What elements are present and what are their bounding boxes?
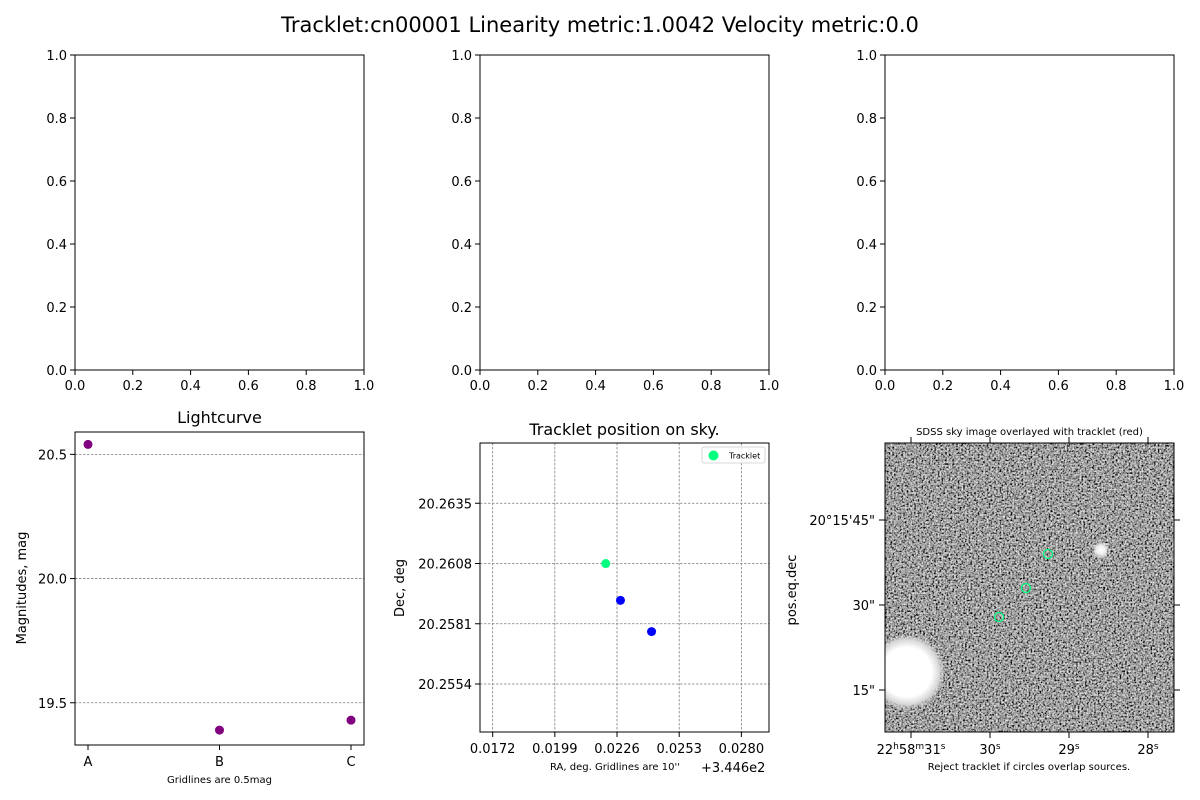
y-tick-label: 0.8 (451, 112, 472, 127)
y-tick-label: 0.4 (451, 238, 472, 253)
lightcurve-x-label: Gridlines are 0.5mag (167, 775, 272, 786)
empty-axes-2: 0.00.0 0.2 0.2 0.4 0.4 0.6 0.6 0.8 0.8 1.0 1.0 (451, 49, 779, 394)
sky-position-x-label: RA, deg. Gridlines are 10'' (550, 762, 680, 773)
x-tick-label: 0.2 (527, 379, 548, 394)
small-star (1092, 541, 1110, 559)
sky-position-chart: Tracklet position on sky. 0.0172 0.0199 0.… (393, 420, 770, 776)
sky-position-x-tick: 0.0253 (656, 742, 702, 757)
lightcurve-point (215, 725, 224, 735)
y-tick-label: 0.6 (856, 175, 877, 190)
sky-position-legend: Tracklet (701, 446, 766, 464)
empty-axes-3: 0.00.0 0.2 0.2 0.4 0.4 0.6 0.6 0.8 0.8 1.0 1.0 (856, 49, 1184, 394)
sky-position-x-tick: 0.0199 (532, 742, 578, 757)
sky-position-x-tick: 0.0226 (594, 742, 640, 757)
sdss-image-title: SDSS sky image overlayed with tracklet (… (916, 427, 1143, 438)
axes-frame (479, 54, 770, 371)
sdss-x-tick: 22h58m31s (877, 742, 946, 758)
x-tick-label: 0.4 (990, 379, 1011, 394)
x-tick-label: 0.0 (65, 379, 86, 394)
y-tick-label: 0.8 (46, 112, 67, 127)
y-tick-label: 0.0 (451, 364, 472, 379)
sdss-x-tick: 28s (1137, 742, 1159, 758)
lightcurve-point (346, 715, 356, 725)
x-tick-label: 0.6 (238, 379, 259, 394)
y-tick-label: 0.4 (46, 238, 67, 253)
x-tick-label: 0.4 (180, 379, 201, 394)
sky-position-x-offset: +3.446e2 (701, 761, 765, 776)
x-tick-label: 1.0 (759, 379, 780, 394)
sky-position-y-tick: 20.2635 (418, 497, 472, 512)
y-tick-label: 0.2 (46, 301, 67, 316)
sky-position-point (647, 627, 657, 637)
y-tick-label: 1.0 (856, 49, 877, 64)
y-tick-label: 0.4 (856, 238, 877, 253)
y-tick-label: 0.6 (46, 175, 67, 190)
sdss-y-label: pos.eq.dec (785, 555, 800, 626)
sdss-y-tick: 15" (852, 684, 875, 699)
x-tick-label: 0.8 (701, 379, 722, 394)
sky-position-x-tick: 0.0280 (719, 742, 765, 757)
sdss-image-frame (884, 442, 1175, 733)
axes-frame (884, 54, 1175, 371)
sky-position-title: Tracklet position on sky. (528, 420, 719, 439)
sdss-footer: Reject tracklet if circles overlap sourc… (928, 762, 1130, 773)
sky-position-axes-frame (479, 442, 770, 733)
sdss-y-tick: 30" (852, 599, 875, 614)
x-tick-label: 0.0 (470, 379, 491, 394)
sdss-image-panel: SDSS sky image overlayed with tracklet (… (785, 427, 1180, 773)
lightcurve-x-tick: B (215, 755, 224, 770)
sky-position-y-label: Dec, deg (393, 559, 408, 617)
lightcurve-x-tick: A (84, 755, 93, 770)
tracklet-circle (1042, 548, 1054, 560)
sdss-y-tick: 20°15'45" (809, 514, 875, 529)
lightcurve-y-label: Magnitudes, mag (15, 532, 30, 645)
empty-axes-1: 0.00.0 0.2 0.2 0.4 0.4 0.6 0.6 0.8 0.8 1.0 1.0 (46, 49, 374, 394)
x-tick-label: 0.4 (585, 379, 606, 394)
sky-position-y-tick: 20.2554 (418, 678, 472, 693)
bright-star (885, 634, 945, 710)
x-tick-label: 0.8 (296, 379, 317, 394)
x-tick-label: 1.0 (1164, 379, 1185, 394)
x-tick-label: 1.0 (354, 379, 375, 394)
sky-position-point (601, 559, 611, 569)
y-tick-label: 0.6 (451, 175, 472, 190)
y-tick-label: 0.0 (46, 364, 67, 379)
sky-position-y-tick: 20.2608 (418, 558, 472, 573)
sky-position-point (615, 595, 625, 605)
lightcurve-y-tick: 20.0 (38, 573, 67, 588)
lightcurve-chart: Lightcurve 19.5 20.0 20.5 A B C Magnitudes, m… (15, 408, 365, 786)
figure-title: Tracklet:cn00001 Linearity metric:1.0042… (280, 13, 919, 37)
sdss-x-tick: 29s (1058, 742, 1080, 758)
y-tick-label: 0.0 (856, 364, 877, 379)
x-tick-label: 0.2 (932, 379, 953, 394)
tracklet-circle (993, 611, 1005, 623)
sky-position-y-tick: 20.2581 (418, 618, 472, 633)
legend-label: Tracklet (728, 452, 760, 461)
lightcurve-x-tick: C (346, 755, 355, 770)
x-tick-label: 0.8 (1106, 379, 1127, 394)
y-tick-label: 0.2 (451, 301, 472, 316)
lightcurve-point (83, 439, 93, 449)
x-tick-label: 0.0 (875, 379, 896, 394)
legend-marker (708, 450, 719, 461)
y-tick-label: 0.2 (856, 301, 877, 316)
x-tick-label: 0.2 (122, 379, 143, 394)
lightcurve-axes-frame (74, 431, 365, 746)
sdss-x-tick: 30s (979, 742, 1001, 758)
axes-frame (74, 54, 365, 371)
lightcurve-title: Lightcurve (177, 408, 262, 427)
y-tick-label: 1.0 (46, 49, 67, 64)
x-tick-label: 0.6 (643, 379, 664, 394)
y-tick-label: 1.0 (451, 49, 472, 64)
y-tick-label: 0.8 (856, 112, 877, 127)
tracklet-circle (1020, 582, 1032, 594)
lightcurve-y-tick: 19.5 (38, 697, 67, 712)
sky-position-x-tick: 0.0172 (470, 742, 516, 757)
x-tick-label: 0.6 (1048, 379, 1069, 394)
lightcurve-y-tick: 20.5 (38, 448, 67, 463)
